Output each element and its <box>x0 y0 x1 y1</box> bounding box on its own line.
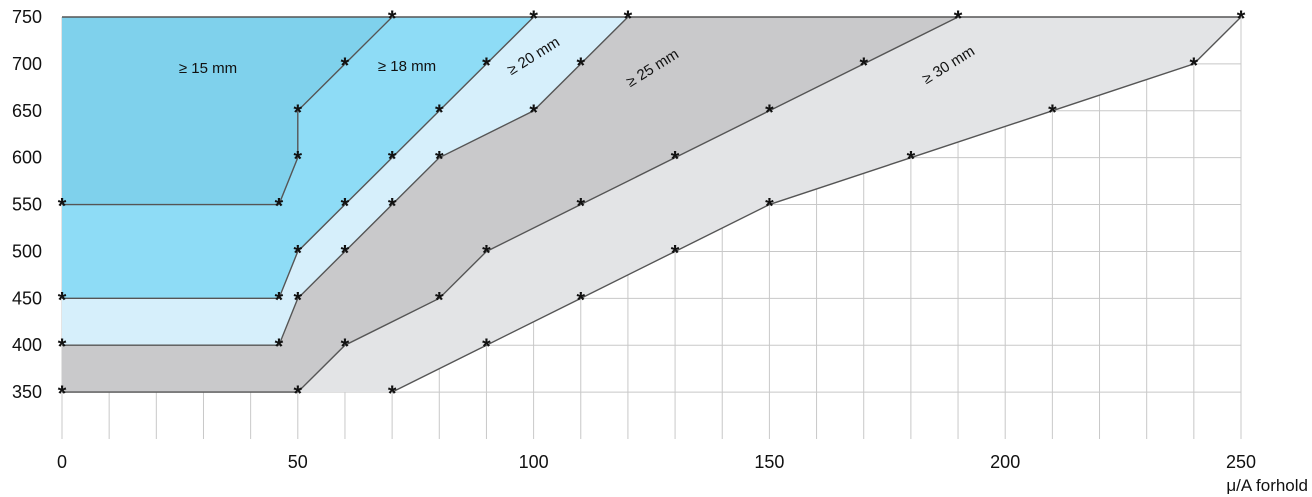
data-point: * <box>954 6 963 31</box>
data-point: * <box>765 194 774 219</box>
y-tick-label: 700 <box>12 54 42 74</box>
y-tick-label: 750 <box>12 7 42 27</box>
data-point: * <box>529 6 538 31</box>
zone-areas <box>62 17 1241 393</box>
data-point: * <box>388 6 397 31</box>
data-point: * <box>1190 53 1199 78</box>
data-point: * <box>435 287 444 312</box>
x-tick-label: 200 <box>990 452 1020 472</box>
data-point: * <box>576 53 585 78</box>
zone-boundaries <box>62 16 1242 393</box>
data-point: * <box>294 147 303 172</box>
y-tick-label: 550 <box>12 195 42 215</box>
zone-area <box>62 17 1241 393</box>
y-tick-label: 650 <box>12 101 42 121</box>
data-point: * <box>765 100 774 125</box>
x-axis-label: μ/A forhold <box>1226 476 1308 495</box>
x-tick-label: 150 <box>754 452 784 472</box>
zone-label-18: ≥ 18 mm <box>378 58 436 75</box>
data-point: * <box>859 53 868 78</box>
data-point: * <box>907 147 916 172</box>
zone-boundary-line <box>62 16 629 346</box>
data-point: * <box>435 147 444 172</box>
data-point: * <box>435 100 444 125</box>
data-point: * <box>294 287 303 312</box>
data-point: * <box>482 240 491 265</box>
data-point: * <box>624 6 633 31</box>
zone-label-15: ≥ 15 mm <box>179 60 237 77</box>
zone-boundary-line <box>62 16 393 206</box>
x-tick-label: 250 <box>1226 452 1256 472</box>
y-tick-label: 500 <box>12 241 42 261</box>
data-point: * <box>388 194 397 219</box>
data-point: * <box>341 334 350 359</box>
y-tick-label: 400 <box>12 335 42 355</box>
data-point: * <box>341 53 350 78</box>
zone-boundary-line <box>62 16 535 300</box>
axis-ticks: 0 50 100 150 200 250 350 400 450 500 550 600 650 700 7… <box>12 7 1256 472</box>
x-tick-label: 0 <box>57 452 67 472</box>
data-point: * <box>341 194 350 219</box>
data-point: * <box>294 381 303 406</box>
data-point: * <box>58 334 67 359</box>
data-point: * <box>576 194 585 219</box>
data-point: * <box>671 240 680 265</box>
zone-boundary-line <box>62 16 959 393</box>
data-point: * <box>275 287 284 312</box>
data-point: * <box>58 194 67 219</box>
y-tick-label: 600 <box>12 148 42 168</box>
x-tick-label: 100 <box>519 452 549 472</box>
data-point: * <box>294 240 303 265</box>
data-point: * <box>482 53 491 78</box>
data-markers: * * * * * * * * * * * * * * * * * * * * * * * * * * * * * * * * * * * * * * * *… <box>58 6 1246 406</box>
data-point: * <box>388 381 397 406</box>
data-point: * <box>58 287 67 312</box>
data-point: * <box>341 240 350 265</box>
y-tick-label: 450 <box>12 288 42 308</box>
data-point: * <box>1048 100 1057 125</box>
y-tick-label: 350 <box>12 382 42 402</box>
zone-boundary-line <box>391 16 1242 393</box>
data-point: * <box>388 147 397 172</box>
zone-area <box>62 17 393 205</box>
data-point: * <box>58 381 67 406</box>
data-point: * <box>671 147 680 172</box>
data-point: * <box>529 100 538 125</box>
data-point: * <box>1237 6 1246 31</box>
data-point: * <box>294 100 303 125</box>
data-point: * <box>482 334 491 359</box>
data-point: * <box>275 194 284 219</box>
data-point: * <box>576 287 585 312</box>
x-tick-label: 50 <box>288 452 308 472</box>
data-point: * <box>275 334 284 359</box>
